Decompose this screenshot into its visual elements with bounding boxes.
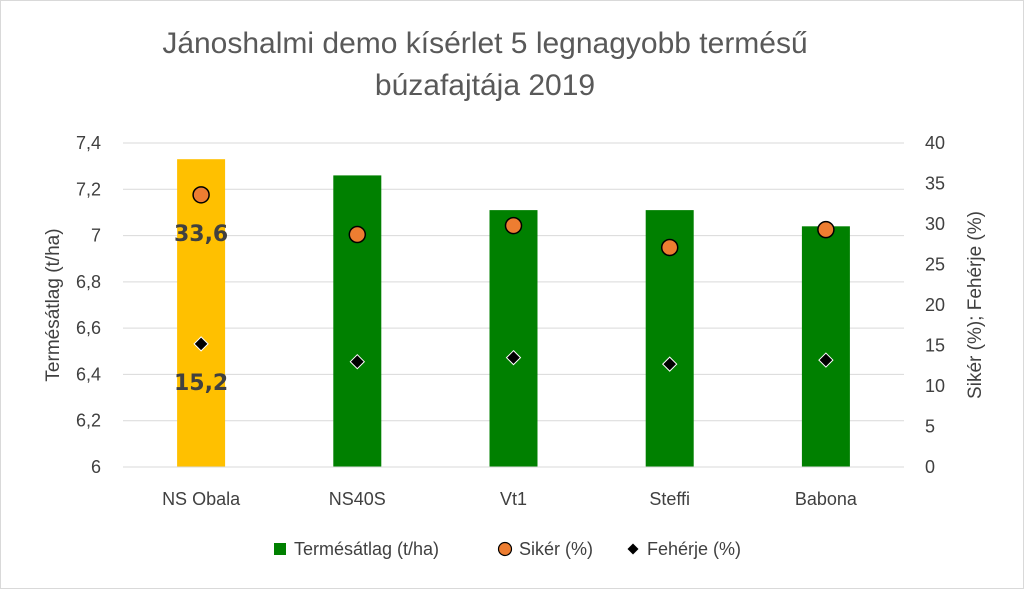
y-tick-label: 6,8 (76, 272, 101, 292)
y2-tick-label: 5 (925, 417, 935, 437)
chart-title-line2: búzafajtája 2019 (375, 69, 595, 102)
category-labels: NS Obala NS40S Vt1 Steffi Babona (162, 489, 858, 509)
category-label: NS40S (329, 489, 386, 509)
bar (333, 175, 382, 467)
y2-tick-label: 0 (925, 457, 935, 477)
bar (489, 210, 538, 467)
y-tick-label: 7,4 (76, 133, 101, 153)
y2-tick-label: 20 (925, 295, 945, 315)
legend: Termésátlag (t/ha) Sikér (%) Fehérje (%) (274, 539, 741, 559)
siker-point (817, 220, 835, 239)
y-axis-ticks: 6 6,2 6,4 6,6 6,8 7 7,2 7,4 (76, 133, 101, 477)
y-axis-title: Termésátlag (t/ha) (43, 228, 64, 381)
y-tick-label: 7,2 (76, 179, 101, 199)
siker-point (348, 225, 367, 244)
y2-tick-label: 30 (925, 214, 945, 234)
y-tick-label: 6,2 (76, 411, 101, 431)
category-label: Vt1 (500, 489, 527, 509)
data-label: 33,6 (174, 222, 228, 247)
feherje-point (349, 353, 366, 370)
legend-label: Sikér (%) (519, 539, 593, 559)
y2-axis-title: Sikér (%); Fehérje (%) (965, 211, 986, 399)
legend-swatch-siker (497, 541, 513, 557)
category-label: Steffi (649, 489, 690, 509)
siker-point (504, 216, 523, 235)
bar (801, 226, 850, 467)
y2-tick-label: 40 (925, 133, 945, 153)
bar-series (177, 159, 850, 467)
chart-title-line1: Jánoshalmi demo kísérlet 5 legnagyobb te… (162, 27, 807, 60)
feherje-point (193, 336, 209, 352)
siker-point (192, 186, 210, 204)
legend-swatch-feherje (627, 543, 639, 555)
y2-axis-ticks: 0 5 10 15 20 25 30 35 40 (925, 133, 945, 477)
bar (177, 159, 226, 467)
legend-label: Fehérje (%) (647, 539, 741, 559)
category-label: NS Obala (162, 489, 241, 509)
data-labels: 33,6 15,2 (174, 222, 228, 396)
y2-tick-label: 35 (925, 174, 945, 194)
category-label: Babona (795, 489, 858, 509)
y-tick-label: 6 (91, 457, 101, 477)
feherje-point (661, 356, 678, 372)
y-tick-label: 6,4 (76, 364, 101, 384)
y-tick-label: 7 (91, 226, 101, 246)
legend-label: Termésátlag (t/ha) (294, 539, 439, 559)
siker-point (660, 238, 679, 257)
y-tick-label: 6,6 (76, 318, 101, 338)
y2-tick-label: 25 (925, 255, 945, 275)
feherje-point (505, 349, 522, 366)
data-label: 15,2 (174, 371, 228, 396)
feherje-point (818, 352, 834, 368)
y2-tick-label: 10 (925, 376, 945, 396)
legend-swatch-termesatlag (274, 543, 286, 555)
marker-series (192, 186, 835, 372)
y2-tick-label: 15 (925, 336, 945, 356)
